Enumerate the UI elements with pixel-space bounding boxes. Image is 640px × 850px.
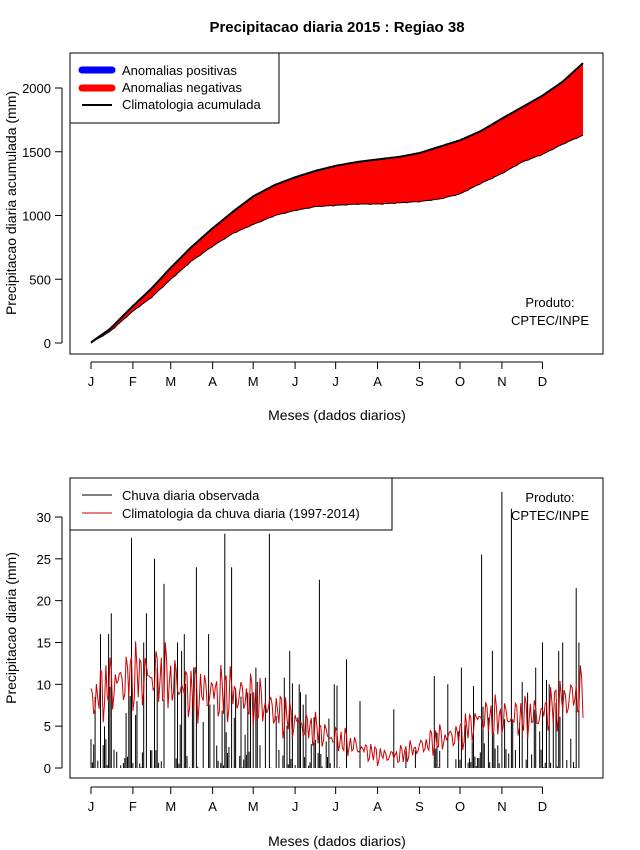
chart1-y-axis: 0 500 1000 1500 2000 — [22, 81, 63, 351]
chart1-x-tick-label: F — [129, 374, 137, 389]
chart1-y-tick-label: 2000 — [22, 81, 51, 96]
chart1-y-tick-label: 0 — [44, 336, 51, 351]
legend-label-positive: Anomalias positivas — [122, 63, 237, 78]
legend-label-climatology: Climatologia acumulada — [122, 97, 262, 112]
chart2-x-tick-label: O — [455, 799, 465, 814]
chart1-x-label: Meses (dados diarios) — [268, 407, 406, 423]
chart1-plot-area — [90, 62, 584, 344]
chart2-annotation-line2: CPTEC/INPE — [511, 508, 589, 523]
chart2-climatology-line — [90, 641, 584, 767]
chart2-x-tick-label: A — [373, 799, 382, 814]
legend-label-rain-climatology: Climatologia da chuva diaria (1997-2014) — [122, 506, 360, 521]
chart1-x-tick-label: M — [165, 374, 176, 389]
legend-label-observed-rain: Chuva diaria observada — [122, 488, 260, 503]
chart1-climatology-line — [90, 62, 584, 344]
chart2-x-tick-label: J — [332, 799, 339, 814]
chart2-plot-area — [90, 491, 584, 768]
chart1-x-tick-label: J — [88, 374, 95, 389]
chart2-y-tick-label: 5 — [44, 719, 51, 734]
chart1-y-tick-label: 1500 — [22, 145, 51, 160]
chart2-y-tick-label: 30 — [37, 510, 51, 525]
chart1-y-tick-label: 1000 — [22, 209, 51, 224]
chart2-x-tick-label: M — [248, 799, 259, 814]
chart2-x-tick-label: J — [88, 799, 95, 814]
chart1-y-tick-label: 500 — [29, 272, 51, 287]
chart1-x-tick-label: J — [332, 374, 339, 389]
chart2-y-label: Precipitacao diaria (mm) — [3, 552, 19, 704]
chart1-observed-accumulated-line — [90, 134, 584, 344]
chart1-x-tick-label: D — [538, 374, 547, 389]
chart1-x-tick-label: N — [497, 374, 506, 389]
chart1-y-label: Precipitacao diaria acumulada (mm) — [3, 91, 19, 315]
chart2-x-tick-label: A — [208, 799, 217, 814]
legend-label-negative: Anomalias negativas — [122, 80, 242, 95]
chart2-legend-box — [69, 477, 393, 531]
chart2-y-axis: 0 5 10 15 20 25 30 — [37, 510, 63, 776]
chart1-x-tick-label: M — [248, 374, 259, 389]
chart2-x-tick-label: N — [497, 799, 506, 814]
chart2-x-tick-label: M — [165, 799, 176, 814]
chart2-annotation-line1: Produto: — [525, 490, 574, 505]
chart2-x-tick-label: F — [129, 799, 137, 814]
chart2-observed-rain-bars — [90, 491, 580, 768]
chart1-annotation-line2: CPTEC/INPE — [511, 313, 589, 328]
chart1-x-tick-label: J — [292, 374, 299, 389]
chart2-y-tick-label: 0 — [44, 761, 51, 776]
chart1-x-tick-label: O — [455, 374, 465, 389]
chart1-annotation-line1: Produto: — [525, 295, 574, 310]
chart1-x-tick-label: A — [208, 374, 217, 389]
chart1-negative-anomaly-band — [91, 63, 583, 344]
chart2-x-label: Meses (dados diarios) — [268, 833, 406, 849]
chart2-y-tick-label: 20 — [37, 594, 51, 609]
chart2-y-tick-label: 10 — [37, 677, 51, 692]
chart1-x-tick-label: S — [415, 374, 424, 389]
chart1-x-tick-label: A — [373, 374, 382, 389]
chart2-x-tick-label: S — [415, 799, 424, 814]
chart2-y-tick-label: 15 — [37, 636, 51, 651]
chart2-x-tick-label: D — [538, 799, 547, 814]
chart1-legend: Anomalias positivas Anomalias negativas … — [69, 52, 280, 124]
chart2-y-tick-label: 25 — [37, 552, 51, 567]
chart2-legend: Chuva diaria observada Climatologia da c… — [69, 477, 393, 531]
chart2-x-tick-label: J — [292, 799, 299, 814]
chart1-title: Precipitacao diaria 2015 : Regiao 38 — [209, 19, 464, 36]
chart1-plot-frame — [69, 52, 604, 355]
